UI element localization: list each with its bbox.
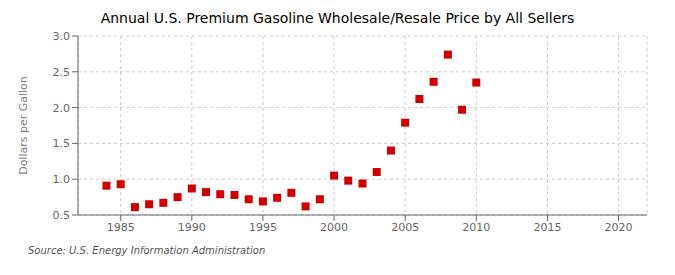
svg-text:2.0: 2.0 xyxy=(53,102,71,115)
html-text:Source: U.S. Energy Informatio: Source: U.S. Energy Information Administ… xyxy=(28,245,266,256)
html-text:Annual U.S. Premium Gasoline W: Annual U.S. Premium Gasoline Wholesale/R… xyxy=(100,10,575,26)
svg-text:1995: 1995 xyxy=(249,221,277,234)
svg-text:0.5: 0.5 xyxy=(53,209,71,222)
svg-text:2020: 2020 xyxy=(605,221,633,234)
svg-text:2015: 2015 xyxy=(533,221,561,234)
svg-text:3.0: 3.0 xyxy=(53,30,71,43)
svg-text:2005: 2005 xyxy=(391,221,419,234)
svg-text:1.0: 1.0 xyxy=(53,173,71,186)
svg-text:Dollars per Gallon: Dollars per Gallon xyxy=(17,76,30,175)
svg-text:2010: 2010 xyxy=(462,221,490,234)
svg-text:2.5: 2.5 xyxy=(53,66,71,79)
svg-text:2000: 2000 xyxy=(320,221,348,234)
svg-text:1990: 1990 xyxy=(178,221,206,234)
svg-text:1.5: 1.5 xyxy=(53,137,71,150)
svg-text:1985: 1985 xyxy=(107,221,135,234)
